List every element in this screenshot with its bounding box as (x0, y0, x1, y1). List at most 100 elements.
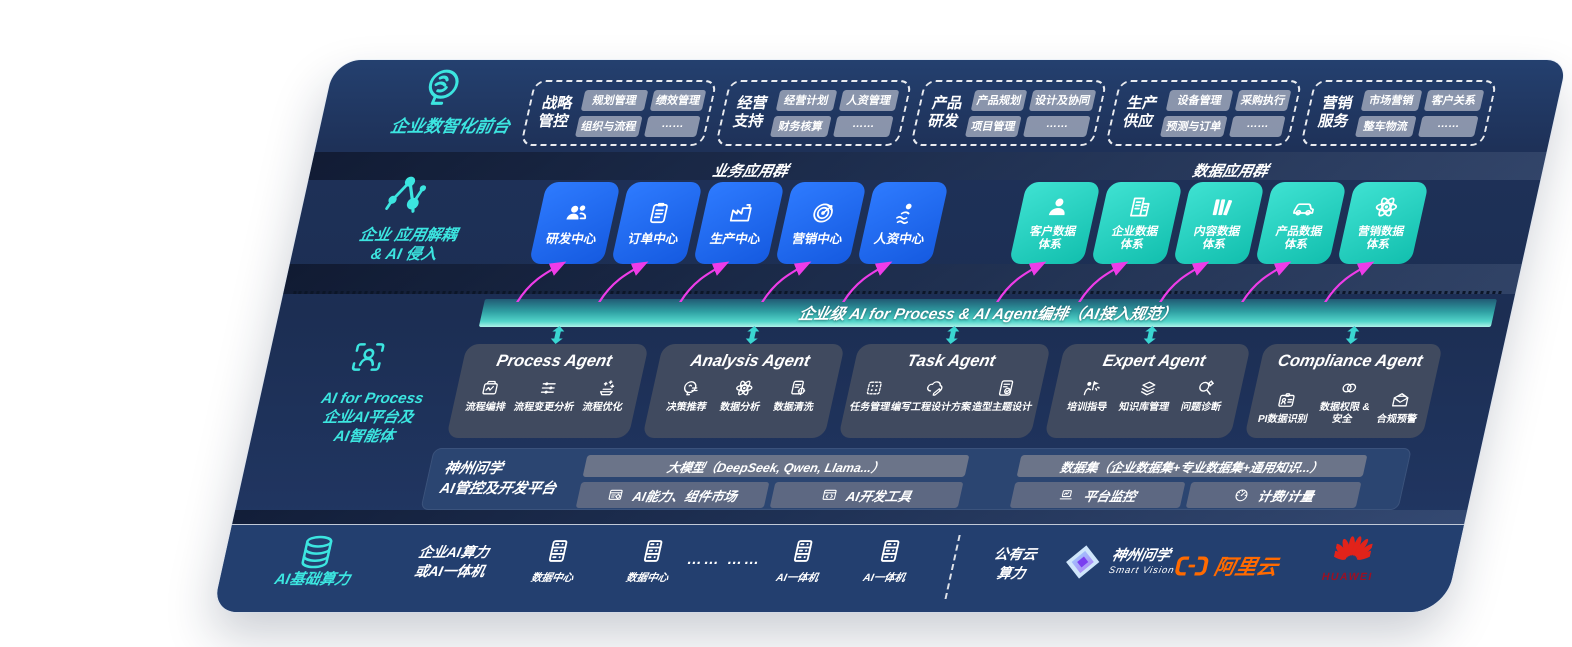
smartvision-wordmark: 神州问学 Smart Vision (1108, 548, 1180, 576)
ai-bus-label: 企业级 AI for Process & AI Agent编排（AI接入规范） (796, 306, 1179, 323)
clipboard-icon (643, 200, 675, 226)
cell-label: AI能力、组件市场 (631, 488, 739, 504)
person-icon (1043, 194, 1075, 220)
app-production-center: 生产中心 (692, 182, 785, 264)
agent-item-label: 流程优化 (581, 402, 624, 413)
agent-item-label: 培训指导 (1065, 402, 1109, 413)
cell-label: 计费/计量 (1256, 488, 1316, 504)
chip: 市场营销 (1360, 89, 1422, 111)
app-order-center: 订单中心 (610, 182, 703, 264)
platform-name: 神州问学 AI管控及开发平台 (438, 459, 563, 500)
data-apps-header: 数据应用群 (1190, 163, 1270, 180)
agent-title: Task Agent (905, 352, 998, 370)
agent-item: 合规预警 (1375, 390, 1423, 426)
chip: 规划管理 (580, 89, 649, 111)
datasets-cells: 平台监控 计费/计量 (1009, 482, 1362, 508)
group-operation-support: 经营 支持 经营计划 人资管理 财务核算 …… (714, 80, 913, 146)
magnifier-gear-icon (1193, 378, 1217, 398)
chip: 人资管理 (838, 89, 900, 111)
group-product-rnd: 产品 研发 产品规划 设计及协同 项目管理 …… (909, 80, 1108, 146)
atom-icon (732, 378, 756, 398)
agent-item-label: 问题诊断 (1179, 402, 1223, 413)
datasets-group: 数据集（企业数据集+专业数据集+通用知识...） 平台监控 计费/计量 (1009, 455, 1368, 508)
server-icon (786, 537, 820, 565)
sliders-icon (536, 378, 560, 398)
server-icon (873, 537, 907, 565)
arrow (1078, 261, 1129, 302)
ellipsis-text: …… …… (685, 551, 764, 568)
chip: 整车物流 (1355, 115, 1417, 137)
group-title-line2: 管控 (536, 113, 571, 130)
lane-label-decoupling: 企业 应用解耦 & AI 侵入 (308, 226, 505, 265)
data-label: 内容数据 体系 (1189, 226, 1242, 252)
analysis-agent-box: Analysis Agent 决策推荐 数据分析 数据清洗 (642, 344, 846, 438)
agent-item: 任务管理 (849, 378, 897, 414)
models-header: 大模型（DeepSeek, Qwen, Llama...） (582, 455, 970, 477)
smartvision-platform-panel: 神州问学 AI管控及开发平台 大模型（DeepSeek, Qwen, Llama… (420, 448, 1412, 510)
public-cloud-line2: 算力 (995, 564, 1028, 581)
enterprise-compute-label: 企业AI算力 或AI一体机 (388, 543, 516, 581)
agent-item: 造型主题设计 (971, 378, 1039, 414)
gauge-icon (1231, 487, 1251, 503)
chip: 设备管理 (1165, 89, 1234, 111)
node-label: 数据中心 (624, 572, 670, 584)
group-title-line1: 经营 (735, 95, 770, 112)
agent-items: PI数据识别 数据权限 & 安全 合规预警 (1247, 378, 1436, 426)
target-icon (807, 200, 839, 226)
cell-label: AI开发工具 (844, 488, 914, 504)
envelope-icon (1389, 390, 1413, 410)
chip: 绩效管理 (649, 89, 707, 111)
platform-name-line1: 神州问学 (442, 461, 505, 477)
group-title: 营销 服务 (1314, 95, 1356, 131)
ai-bus-bar: 企业级 AI for Process & AI Agent编排（AI接入规范） (478, 299, 1498, 327)
data-label-line2: 体系 (1037, 239, 1063, 251)
huawei-text: HUAWEI (1320, 571, 1375, 583)
app-rnd-center: 研发中心 (528, 182, 621, 264)
smartvision-logo: 神州问学 Smart Vision (1059, 543, 1180, 581)
box-wave-icon (478, 378, 502, 398)
app-label: 订单中心 (626, 231, 680, 246)
smartvision-cn-text: 神州问学 (1110, 547, 1172, 564)
data-label-line2: 体系 (1119, 239, 1145, 251)
ai-appliance-node: AI一体机 (853, 537, 924, 585)
agent-item-label: 编写工程设计方案 (889, 402, 973, 413)
data-marketing-system: 营销数据 体系 (1336, 182, 1429, 264)
agent-title: Compliance Agent (1276, 352, 1425, 370)
group-title: 经营 支持 (729, 95, 771, 131)
double-arrow-icon (1143, 326, 1158, 344)
data-label-line1: 营销数据 (1356, 225, 1406, 238)
chip: 经营计划 (775, 89, 837, 111)
agent-item: 流程变更分析 (513, 378, 581, 414)
arrow (996, 261, 1047, 302)
tablet-check-icon (994, 378, 1018, 398)
expert-agent-box: Expert Agent 培训指导 知识库管理 问题诊断 (1044, 344, 1252, 438)
node-label: AI一体机 (774, 572, 820, 584)
compute-band: AI基础算力 企业AI算力 或AI一体机 数据中心 数据中心 …… …… AI一… (212, 524, 1465, 612)
agent-item: 知识库管理 (1118, 378, 1176, 414)
chip: 产品规划 (970, 89, 1028, 111)
lane-label-line3: AI智能体 (332, 427, 397, 445)
aliyun-logo: 阿里云 (1171, 551, 1281, 581)
grid-dots-icon (862, 378, 886, 398)
data-product-system: 产品数据 体系 (1254, 182, 1347, 264)
cell-label: 平台监控 (1082, 488, 1138, 504)
ai-capability-market-cell: AI能力、组件市场 (575, 482, 770, 508)
ai-dev-tools-cell: AI开发工具 (769, 482, 964, 508)
group-title-line2: 支持 (731, 113, 766, 130)
platform-monitor-cell: 平台监控 (1009, 482, 1186, 508)
id-card-icon (1275, 390, 1299, 410)
node-label: 数据中心 (529, 572, 575, 584)
atom-icon (1371, 194, 1403, 220)
data-label-line1: 客户数据 (1028, 225, 1078, 238)
server-icon (541, 537, 575, 565)
ai-injection-arrows (516, 261, 1375, 302)
app-label: 生产中心 (708, 231, 762, 246)
compliance-agent-box: Compliance Agent PI数据识别 数据权限 & 安全 合规预警 (1244, 344, 1444, 438)
group-title-line2: 服务 (1316, 113, 1351, 130)
shelf-bevel (232, 510, 1468, 524)
group-strategy-control: 战略 管控 规划管理 绩效管理 组织与流程 …… (519, 80, 718, 146)
data-customer-system: 客户数据 体系 (1008, 182, 1101, 264)
agent-item-label: 知识库管理 (1117, 402, 1171, 413)
cloud-pen-icon (923, 378, 947, 398)
lane-label-line1: 企业 应用解耦 (357, 227, 459, 244)
